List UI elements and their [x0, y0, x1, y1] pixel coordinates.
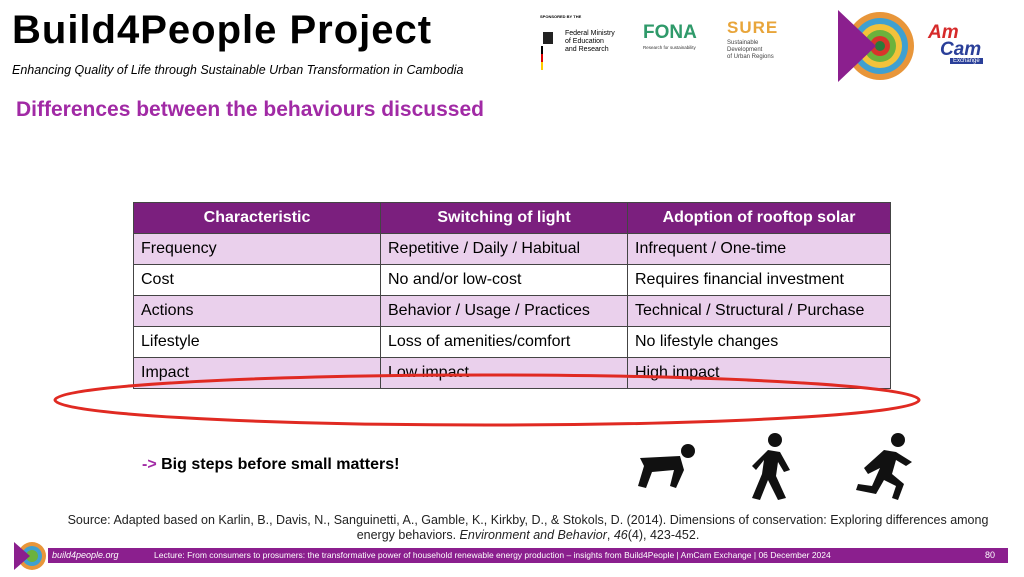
th: Adoption of rooftop solar [627, 202, 891, 234]
amcam: Am Cam [928, 22, 982, 60]
sure-caption: Sustainable Development of Urban Regions [727, 40, 774, 61]
header-row: Characteristic Switching of light Adoption… [133, 202, 891, 234]
figure-walk [752, 433, 790, 500]
source-text: Source: Adapted based on Karlin, B., Dav… [67, 513, 989, 542]
footer-lecture: Lecture: From consumers to prosumers: th… [154, 550, 831, 560]
ministry-line: and Research [565, 46, 609, 53]
sure-line: Development [727, 47, 763, 53]
note-arrow: -> [142, 456, 157, 473]
sure-line: Sustainable [727, 40, 759, 46]
b4p-logo [838, 10, 914, 82]
sure-line: of Urban Regions [727, 54, 774, 60]
table-cell: Requires financial investment [627, 264, 891, 296]
amcam-line: Am [928, 22, 959, 43]
table-row: Lifestyle Loss of amenities/comfort No lif… [133, 326, 891, 358]
fona: FONA [643, 22, 697, 43]
table-row: Frequency Repetitive / Daily / Habitual In… [133, 233, 891, 265]
source: Source: Adapted based on Karlin, B., Dav… [58, 513, 998, 543]
ministry: Federal Ministry of Education and Research [565, 30, 615, 54]
source-sep: , [606, 528, 611, 542]
table-cell: Repetitive / Daily / Habitual [380, 233, 628, 265]
sponsor-caption: SPONSORED BY THE [540, 14, 582, 19]
fona-caption: Research for sustainability [643, 45, 696, 50]
table-cell: Impact [133, 357, 381, 389]
note-text: Big steps before small matters! [161, 456, 400, 473]
table-cell: Cost [133, 264, 381, 296]
source-volume: 46 [613, 528, 628, 542]
table-cell: No and/or low-cost [380, 264, 628, 296]
table-row: Impact Low impact High impact [133, 357, 891, 389]
table-row: Cost No and/or low-cost Requires financial… [133, 264, 891, 296]
table-cell: Frequency [133, 233, 381, 265]
table-cell: No lifestyle changes [627, 326, 891, 358]
eagle [541, 32, 553, 70]
table: Characteristic Switching of light Adoption… [133, 202, 891, 389]
th: Characteristic [133, 202, 381, 234]
footer-logo [14, 542, 46, 570]
table-cell: Low impact [380, 357, 628, 389]
source-journal: Environment and Behavior [459, 528, 607, 542]
ministry-line: Federal Ministry [565, 30, 615, 37]
slide-title: Differences between the behaviours discu… [16, 98, 484, 121]
table-cell: Loss of amenities/comfort [380, 326, 628, 358]
amcam-caption: Exchange [950, 58, 983, 64]
th: Switching of light [380, 202, 628, 234]
note: -> Big steps before small matters! [142, 456, 399, 474]
source-pages: (4), 423-452. [627, 528, 700, 542]
figure-crawl [638, 444, 695, 488]
table-cell: Technical / Structural / Purchase [627, 295, 891, 327]
table-cell: Actions [133, 295, 381, 327]
subtitle: Enhancing Quality of Life through Sustai… [12, 63, 464, 77]
amcam-line: Cam [940, 39, 982, 60]
table-row: Actions Behavior / Usage / Practices Techn… [133, 295, 891, 327]
sure: SURE [727, 18, 779, 37]
ministry-line: of Education [565, 38, 604, 45]
title: Build4People Project [12, 8, 433, 52]
table-cell: Infrequent / One-time [627, 233, 891, 265]
figure-run [856, 433, 912, 500]
footer-page: 80 [985, 550, 996, 560]
table-cell: High impact [627, 357, 891, 389]
table-cell: Lifestyle [133, 326, 381, 358]
footer-site: build4people.org [52, 550, 119, 560]
table-cell: Behavior / Usage / Practices [380, 295, 628, 327]
